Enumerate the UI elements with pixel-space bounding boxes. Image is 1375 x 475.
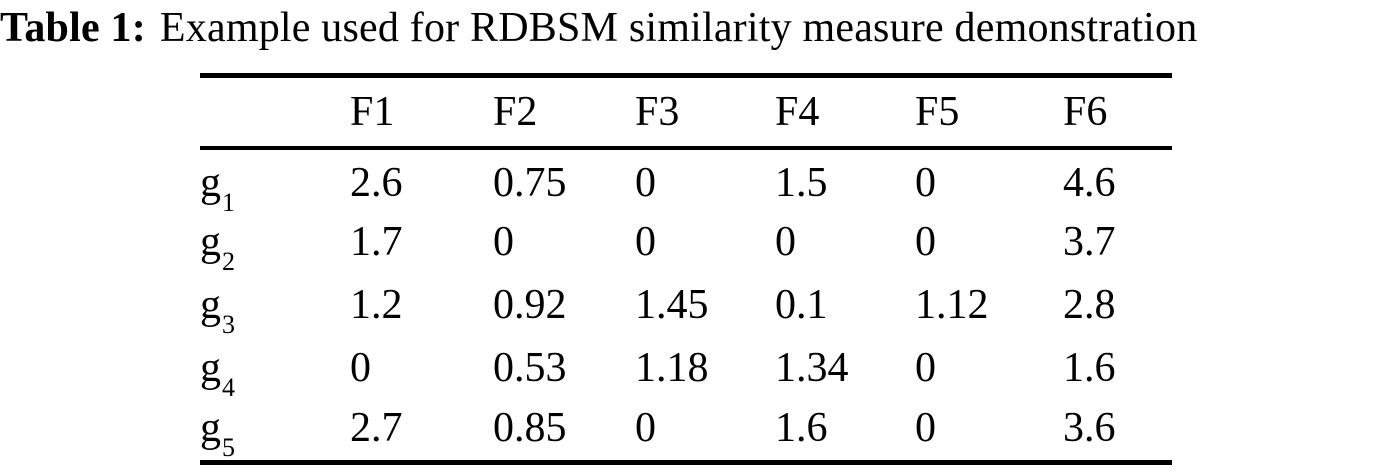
row-label-g2: g2 [200, 211, 350, 277]
table-cell: 0 [635, 404, 656, 451]
table-cell: 2.6 [350, 160, 403, 206]
table-cell: 1.45 [635, 282, 709, 328]
row-label-base: g [200, 160, 221, 206]
table-cell: 1.34 [775, 345, 849, 391]
table-cell: 0.92 [493, 282, 567, 328]
table-row-g3: g3 1.2 0.92 1.45 0.1 1.12 2.8 [200, 274, 1172, 340]
table-cell: 2.8 [1063, 282, 1116, 328]
column-header-f3: F3 [635, 88, 680, 135]
column-header-f5: F5 [915, 88, 960, 135]
table-cell: 0 [635, 160, 656, 206]
row-label-subscript: 2 [222, 247, 235, 277]
column-header-f6: F6 [1063, 88, 1108, 135]
header-row: F1 F2 F3 F4 F5 F6 [200, 76, 1172, 148]
row-label-base: g [200, 404, 221, 451]
table-row-g1: g1 2.6 0.75 0 1.5 0 4.6 [200, 148, 1172, 216]
row-label-g5: g5 [200, 400, 350, 463]
table-cell: 0 [915, 219, 936, 265]
row-label-base: g [200, 345, 221, 391]
table-cell: 0 [350, 345, 371, 391]
table-cell: 0 [775, 219, 796, 265]
row-label-base: g [200, 219, 221, 265]
similarity-example-table: F1 F2 F3 F4 F5 F6 g1 2.6 0.75 0 1.5 0 4.… [200, 73, 1172, 465]
table-cell: 0 [915, 345, 936, 391]
table-row-g4: g4 0 0.53 1.18 1.34 0 1.6 [200, 337, 1172, 403]
table-cell: 0.1 [775, 282, 828, 328]
table-cell: 0.53 [493, 345, 567, 391]
table-cell: 1.6 [775, 404, 828, 451]
row-label-g4: g4 [200, 337, 350, 403]
table-cell: 3.6 [1063, 404, 1116, 451]
header-corner-empty [200, 76, 350, 148]
table-cell: 1.6 [1063, 345, 1116, 391]
table-cell: 0 [635, 219, 656, 265]
table-cell: 1.7 [350, 219, 403, 265]
table-caption-text: Example used for RDBSM similarity measur… [159, 5, 1198, 51]
table-cell: 2.7 [350, 404, 403, 451]
table-cell: 0.85 [493, 404, 567, 451]
table-cell: 0 [915, 160, 936, 206]
table-cell: 0.75 [493, 160, 567, 206]
table-cell: 3.7 [1063, 219, 1116, 265]
table-caption: Table 1: Example used for RDBSM similarit… [0, 2, 1375, 54]
table-row-g2: g2 1.7 0 0 0 0 3.7 [200, 211, 1172, 277]
table-cell: 1.12 [915, 282, 989, 328]
table-cell: 4.6 [1063, 160, 1116, 206]
column-header-f2: F2 [493, 88, 538, 135]
row-label-subscript: 1 [222, 188, 235, 218]
column-header-f1: F1 [350, 88, 395, 135]
row-label-g3: g3 [200, 274, 350, 340]
row-label-subscript: 3 [222, 310, 235, 340]
table-cell: 1.5 [775, 160, 828, 206]
row-label-g1: g1 [200, 148, 350, 216]
table-cell: 1.18 [635, 345, 709, 391]
column-header-f4: F4 [775, 88, 820, 135]
table-row-g5: g5 2.7 0.85 0 1.6 0 3.6 [200, 400, 1172, 463]
table-cell: 0 [915, 404, 936, 451]
row-label-base: g [200, 282, 221, 328]
row-label-subscript: 5 [222, 433, 235, 463]
table-caption-label: Table 1: [0, 5, 146, 51]
table-cell: 0 [493, 219, 514, 265]
row-label-subscript: 4 [222, 373, 235, 403]
table-cell: 1.2 [350, 282, 403, 328]
